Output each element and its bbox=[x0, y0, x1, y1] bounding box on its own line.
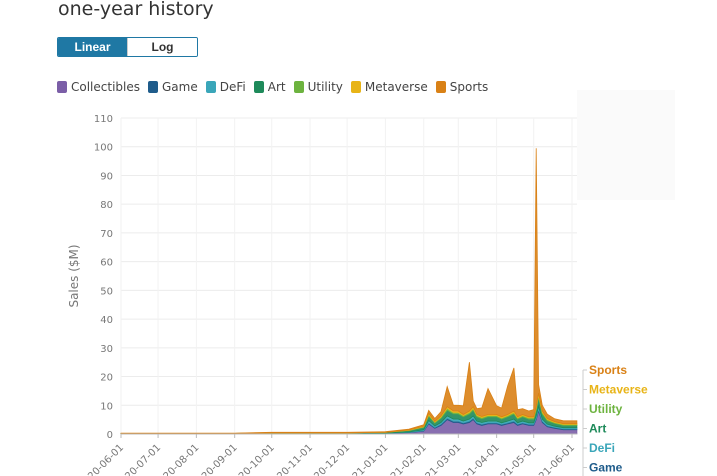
x-tick-label: 21-06-01 bbox=[537, 442, 577, 476]
x-tick-label: 20-10-01 bbox=[237, 442, 277, 476]
end-label-game: Game bbox=[589, 461, 623, 475]
y-tick-label: 0 bbox=[107, 430, 113, 441]
x-tick-label: 20-08-01 bbox=[162, 442, 202, 476]
area-series-sports bbox=[120, 148, 578, 434]
legend-item-collectibles[interactable]: Collectibles bbox=[57, 80, 140, 94]
x-tick-label: 20-07-01 bbox=[123, 442, 163, 476]
y-tick-label: 10 bbox=[100, 401, 113, 412]
legend-swatch bbox=[205, 81, 216, 93]
chart-legend: Collectibles Game DeFi Art Utility Metaverse S… bbox=[57, 80, 496, 94]
chart-panel-bg bbox=[577, 90, 675, 200]
legend-swatch bbox=[57, 81, 67, 93]
legend-swatch bbox=[148, 81, 158, 93]
x-tick-label: 21-02-01 bbox=[389, 442, 429, 476]
legend-item-metaverse[interactable]: Metaverse bbox=[350, 80, 428, 94]
legend-swatch bbox=[435, 81, 446, 93]
x-tick-label: 20-06-01 bbox=[86, 442, 126, 476]
end-label-metaverse: Metaverse bbox=[589, 383, 648, 397]
y-tick-label: 30 bbox=[100, 344, 113, 355]
y-tick-label: 80 bbox=[100, 200, 113, 211]
x-tick-label: 21-03-01 bbox=[424, 442, 464, 476]
x-tick-label: 20-11-01 bbox=[275, 442, 315, 476]
y-tick-label: 20 bbox=[100, 373, 113, 384]
y-tick-label: 90 bbox=[100, 171, 113, 182]
legend-item-art[interactable]: Art bbox=[253, 80, 286, 94]
x-tick-label: 21-04-01 bbox=[462, 442, 502, 476]
y-axis-label: Sales ($M) bbox=[67, 244, 81, 307]
linear-button[interactable]: Linear bbox=[58, 38, 127, 56]
scale-toggle: Linear Log bbox=[57, 37, 198, 57]
legend-swatch bbox=[253, 81, 264, 93]
x-tick-label: 21-01-01 bbox=[351, 442, 391, 476]
log-button[interactable]: Log bbox=[127, 38, 197, 56]
end-label-utility: Utility bbox=[589, 402, 623, 416]
legend-swatch bbox=[293, 81, 304, 93]
legend-item-utility[interactable]: Utility bbox=[293, 80, 343, 94]
end-label-sports: Sports bbox=[589, 363, 627, 377]
legend-label: Utility bbox=[307, 80, 343, 94]
legend-swatch bbox=[350, 81, 361, 93]
legend-item-sports[interactable]: Sports bbox=[435, 80, 489, 94]
end-label-art: Art bbox=[589, 422, 606, 436]
x-tick-label: 21-05-01 bbox=[499, 442, 539, 476]
legend-label: Sports bbox=[449, 80, 489, 94]
x-tick-label: 20-12-01 bbox=[312, 442, 352, 476]
y-tick-label: 40 bbox=[100, 315, 113, 326]
legend-label: Metaverse bbox=[364, 80, 428, 94]
y-tick-label: 110 bbox=[94, 114, 113, 125]
legend-item-defi[interactable]: DeFi bbox=[205, 80, 246, 94]
y-tick-label: 70 bbox=[100, 229, 113, 240]
y-tick-label: 50 bbox=[100, 286, 113, 297]
x-tick-label: 20-09-01 bbox=[200, 442, 240, 476]
legend-label: DeFi bbox=[219, 80, 246, 94]
legend-item-game[interactable]: Game bbox=[148, 80, 198, 94]
end-label-defi: DeFi bbox=[589, 441, 615, 455]
legend-label: Game bbox=[162, 80, 198, 94]
legend-label: Art bbox=[267, 80, 286, 94]
y-tick-label: 60 bbox=[100, 258, 113, 269]
page-title: one-year history bbox=[58, 0, 214, 20]
legend-label: Collectibles bbox=[71, 80, 140, 94]
y-tick-label: 100 bbox=[94, 143, 113, 154]
